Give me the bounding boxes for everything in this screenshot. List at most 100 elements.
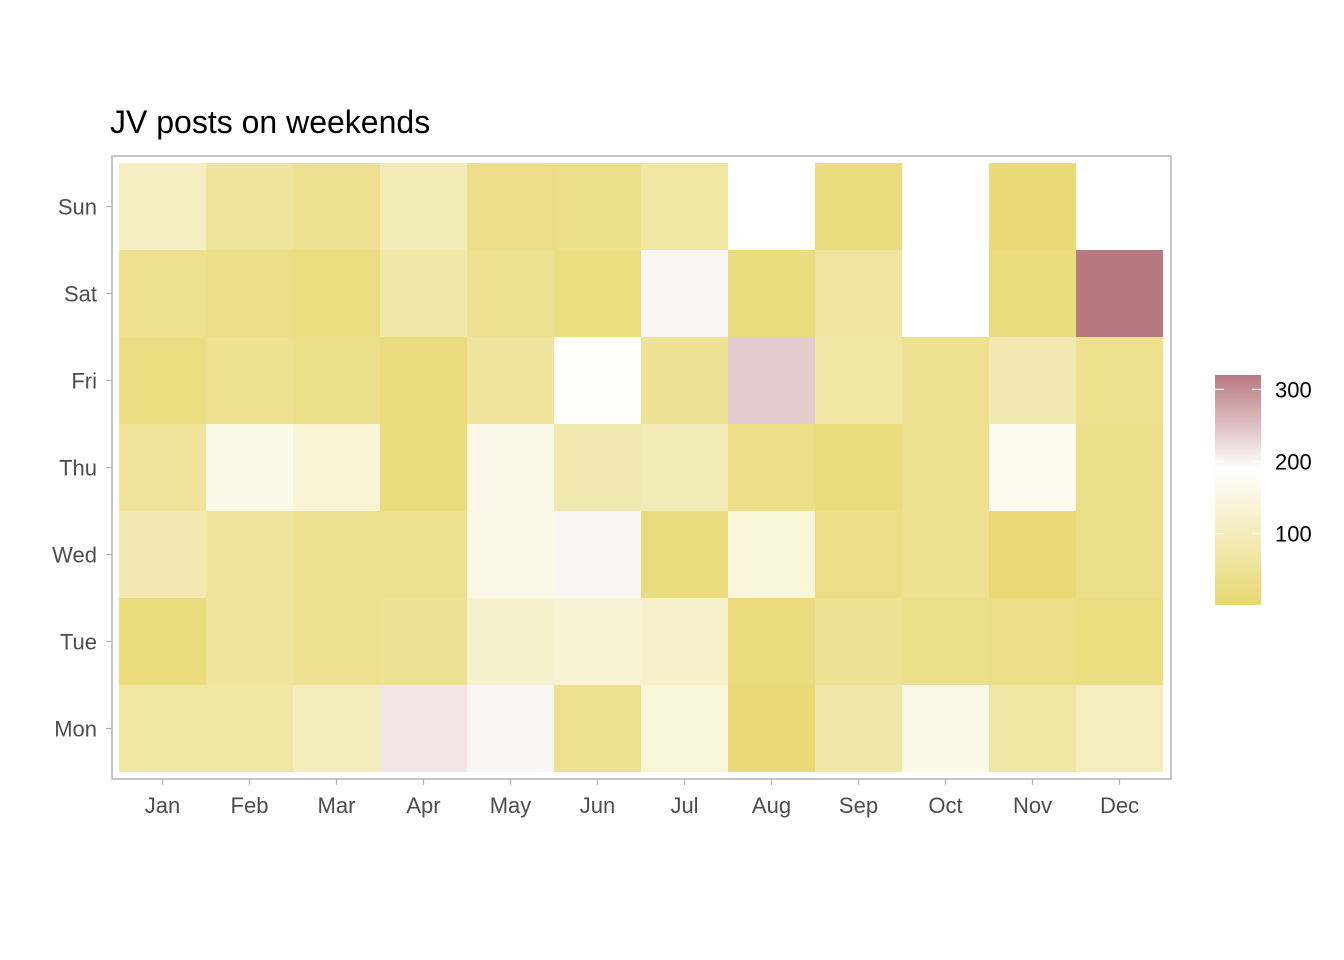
heatmap-cell-mon-aug [728, 685, 815, 772]
x-tick-label: May [490, 793, 532, 818]
heatmap-cell-sat-aug [728, 250, 815, 337]
heatmap-cell-sat-apr [380, 250, 467, 337]
heatmap-cell-fri-dec [1076, 337, 1163, 424]
heatmap-cell-mon-feb [206, 685, 293, 772]
legend-tick-label: 200 [1275, 450, 1312, 475]
heatmap-cell-thu-aug [728, 424, 815, 511]
heatmap-cell-sat-may [467, 250, 554, 337]
heatmap-cell-tue-feb [206, 598, 293, 685]
heatmap-cell-mon-jul [641, 685, 728, 772]
heatmap-cell-wed-aug [728, 511, 815, 598]
heatmap-cell-thu-may [467, 424, 554, 511]
heatmap-cell-tue-sep [815, 598, 902, 685]
heatmap-cell-sat-jan [119, 250, 206, 337]
heatmap-cell-fri-may [467, 337, 554, 424]
x-tick-label: Mar [318, 793, 356, 818]
heatmap-cell-fri-jan [119, 337, 206, 424]
heatmap-cell-tue-oct [902, 598, 989, 685]
heatmap-cell-thu-jun [554, 424, 641, 511]
heatmap-cell-fri-sep [815, 337, 902, 424]
heatmap-cell-wed-jan [119, 511, 206, 598]
x-tick-label: Nov [1013, 793, 1052, 818]
heatmap-cell-wed-oct [902, 511, 989, 598]
heatmap-cell-fri-oct [902, 337, 989, 424]
heatmap-cell-fri-aug [728, 337, 815, 424]
heatmap-cell-wed-may [467, 511, 554, 598]
heatmap-cell-wed-apr [380, 511, 467, 598]
heatmap-cell-sun-feb [206, 163, 293, 250]
color-legend: 100 200 300 [1215, 375, 1312, 605]
heatmap-cell-mon-nov [989, 685, 1076, 772]
heatmap-cell-thu-apr [380, 424, 467, 511]
heatmap-cell-mon-oct [902, 685, 989, 772]
heatmap-cell-fri-jun [554, 337, 641, 424]
heatmap-cell-mon-mar [293, 685, 380, 772]
x-tick-label: Jun [580, 793, 615, 818]
legend-tick-label: 300 [1275, 377, 1312, 402]
heatmap-cell-sat-nov [989, 250, 1076, 337]
heatmap-cell-sat-mar [293, 250, 380, 337]
heatmap-cell-sun-may [467, 163, 554, 250]
heatmap-cell-sun-jan [119, 163, 206, 250]
heatmap-cell-wed-dec [1076, 511, 1163, 598]
y-tick-label: Sun [58, 195, 97, 220]
heatmap-cell-sat-dec [1076, 250, 1163, 337]
heatmap-cell-tue-apr [380, 598, 467, 685]
x-tick-label: Aug [752, 793, 791, 818]
heatmap-cell-sat-jul [641, 250, 728, 337]
heatmap-cell-thu-oct [902, 424, 989, 511]
heatmap-cell-thu-jan [119, 424, 206, 511]
heatmap-cell-thu-dec [1076, 424, 1163, 511]
legend-colorbar [1215, 375, 1261, 605]
y-tick-label: Sat [64, 282, 97, 307]
heatmap-cell-sat-feb [206, 250, 293, 337]
heatmap-cell-thu-nov [989, 424, 1076, 511]
heatmap-cell-tue-jun [554, 598, 641, 685]
heatmap-cell-tue-aug [728, 598, 815, 685]
heatmap-cell-tue-mar [293, 598, 380, 685]
y-tick-label: Thu [59, 456, 97, 481]
heatmap-cell-tue-may [467, 598, 554, 685]
heatmap-cell-sun-apr [380, 163, 467, 250]
heatmap-cell-mon-dec [1076, 685, 1163, 772]
heatmap-tiles [119, 163, 1163, 772]
x-tick-label: Jan [145, 793, 180, 818]
heatmap-cell-wed-feb [206, 511, 293, 598]
heatmap-cell-fri-feb [206, 337, 293, 424]
heatmap-cell-sun-nov [989, 163, 1076, 250]
heatmap-cell-thu-feb [206, 424, 293, 511]
x-tick-label: Apr [406, 793, 440, 818]
heatmap-cell-wed-mar [293, 511, 380, 598]
heatmap-cell-fri-jul [641, 337, 728, 424]
heatmap-cell-fri-mar [293, 337, 380, 424]
x-tick-label: Jul [670, 793, 698, 818]
heatmap-cell-mon-sep [815, 685, 902, 772]
heatmap-cell-mon-may [467, 685, 554, 772]
heatmap-cell-tue-dec [1076, 598, 1163, 685]
heatmap-cell-wed-sep [815, 511, 902, 598]
heatmap-cell-fri-apr [380, 337, 467, 424]
heatmap-cell-thu-sep [815, 424, 902, 511]
x-tick-label: Sep [839, 793, 878, 818]
heatmap-cell-mon-apr [380, 685, 467, 772]
heatmap-cell-tue-jul [641, 598, 728, 685]
x-tick-label: Oct [928, 793, 962, 818]
legend-ticks: 100 200 300 [1215, 377, 1312, 547]
y-tick-label: Fri [71, 369, 97, 394]
heatmap-cell-sun-aug [728, 163, 815, 250]
heatmap-cell-thu-mar [293, 424, 380, 511]
heatmap-cell-wed-jun [554, 511, 641, 598]
y-tick-label: Mon [54, 717, 97, 742]
heatmap-cell-sat-oct [902, 250, 989, 337]
heatmap-cell-fri-nov [989, 337, 1076, 424]
x-tick-label: Feb [231, 793, 269, 818]
y-tick-label: Tue [60, 630, 97, 655]
x-axis: Jan Feb Mar Apr May Jun Jul Aug Sep Oct Nov Dec [145, 779, 1139, 818]
heatmap-cell-wed-jul [641, 511, 728, 598]
heatmap-cell-sun-sep [815, 163, 902, 250]
heatmap-cell-tue-nov [989, 598, 1076, 685]
y-tick-label: Wed [52, 543, 97, 568]
heatmap-cell-mon-jun [554, 685, 641, 772]
heatmap-cell-sun-oct [902, 163, 989, 250]
